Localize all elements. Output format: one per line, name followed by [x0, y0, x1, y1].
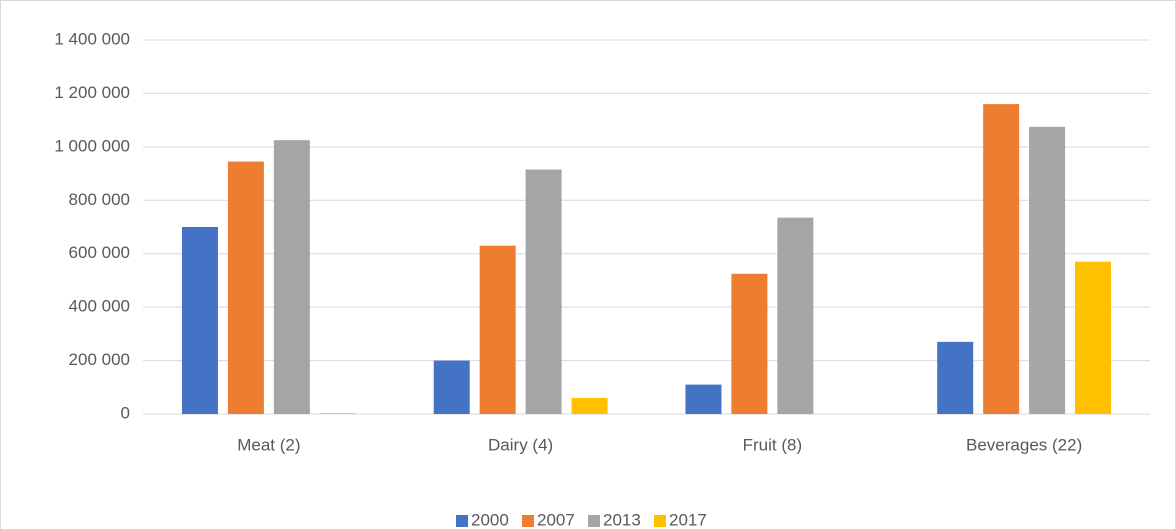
bar [433, 360, 470, 414]
bar [937, 341, 974, 414]
x-tick-label: Meat (2) [237, 435, 300, 454]
y-tick-label: 200 000 [69, 350, 130, 369]
bar [319, 413, 356, 414]
legend-label: 2000 [471, 510, 509, 529]
bar [983, 104, 1020, 414]
y-tick-label: 600 000 [69, 243, 130, 262]
y-tick-label: 0 [121, 403, 130, 422]
bar [1029, 126, 1066, 415]
bar [685, 384, 722, 414]
y-tick-label: 800 000 [69, 190, 130, 209]
legend-swatch [456, 515, 468, 527]
legend-label: 2017 [669, 510, 707, 529]
y-tick-label: 400 000 [69, 297, 130, 316]
y-tick-label: 1 200 000 [54, 83, 130, 102]
legend-swatch [522, 515, 534, 527]
legend-label: 2013 [603, 510, 641, 529]
bar [731, 273, 768, 414]
legend-swatch [654, 515, 666, 527]
bar [1075, 261, 1112, 414]
y-tick-label: 1 000 000 [54, 136, 130, 155]
x-tick-label: Beverages (22) [966, 435, 1082, 454]
bar [571, 397, 608, 414]
x-tick-label: Dairy (4) [488, 435, 553, 454]
bar [777, 217, 814, 414]
bar [227, 161, 264, 414]
bar [273, 140, 310, 414]
bar [479, 245, 516, 414]
legend-swatch [588, 515, 600, 527]
bar [181, 227, 218, 414]
legend-label: 2007 [537, 510, 575, 529]
x-tick-label: Fruit (8) [743, 435, 803, 454]
y-tick-label: 1 400 000 [54, 29, 130, 48]
bar [525, 169, 562, 414]
